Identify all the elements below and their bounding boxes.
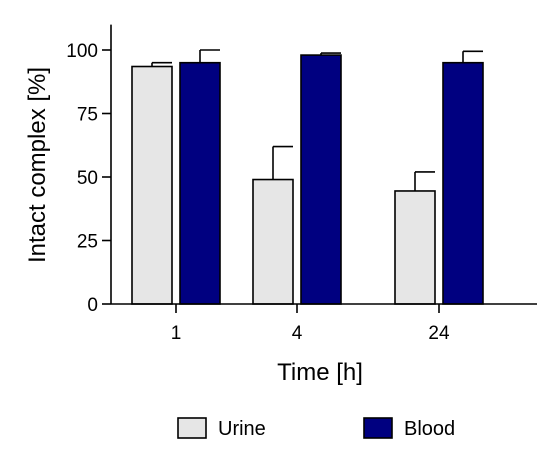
y-tick-label-100: 100: [66, 41, 98, 62]
y-tick-label-75: 75: [77, 105, 98, 126]
x-axis-title: Time [h]: [277, 359, 363, 386]
bar-urine-1: [131, 65, 173, 305]
x-tick-label-4: 4: [292, 323, 303, 344]
x-tick-label-24: 24: [428, 323, 450, 344]
legend-swatch-blood: [363, 417, 393, 439]
y-tick-label-25: 25: [77, 232, 98, 253]
axes-layer: 0 25 50 75 100 1 4 24: [66, 24, 537, 344]
bar-blood-24: [442, 61, 484, 305]
y-tick-label-0: 0: [87, 295, 98, 316]
y-axis-title: Intact complex [%]: [24, 67, 51, 263]
legend-label-blood: Blood: [404, 418, 455, 440]
legend-swatch-urine: [177, 417, 207, 439]
legend: Urine Blood: [177, 417, 455, 440]
bar-urine-4: [252, 178, 294, 305]
x-tick-label-1: 1: [171, 323, 182, 344]
bar-urine-24: [394, 190, 436, 305]
bar-blood-4: [300, 54, 342, 305]
bars-layer: [131, 54, 484, 305]
error-bars-layer: [151, 49, 483, 191]
y-tick-label-50: 50: [77, 168, 98, 189]
legend-label-urine: Urine: [218, 418, 266, 440]
bar-blood-1: [179, 61, 221, 305]
